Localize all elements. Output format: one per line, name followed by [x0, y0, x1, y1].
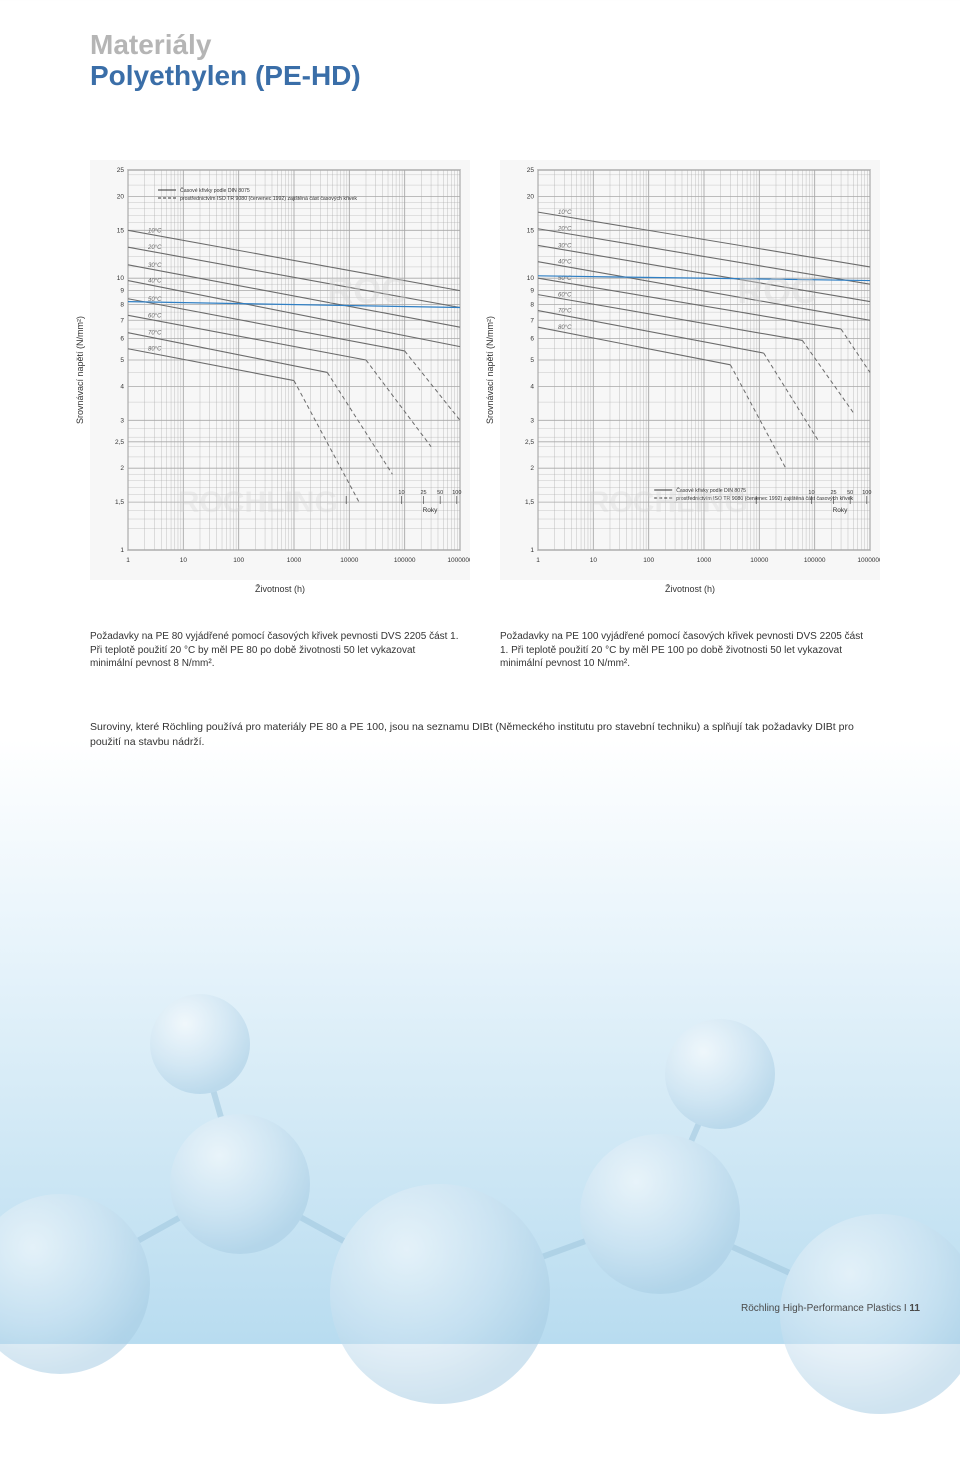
- svg-text:60°C: 60°C: [558, 293, 572, 299]
- svg-text:100: 100: [862, 490, 871, 496]
- svg-text:30°C: 30°C: [558, 243, 572, 249]
- svg-text:60°C: 60°C: [148, 313, 162, 319]
- svg-text:10°C: 10°C: [558, 210, 572, 216]
- svg-text:Roky: Roky: [423, 507, 439, 514]
- svg-text:10: 10: [180, 557, 188, 564]
- svg-text:50: 50: [437, 490, 443, 496]
- svg-text:ROCHLING: ROCHLING: [178, 486, 338, 519]
- svg-text:10: 10: [590, 557, 598, 564]
- svg-text:10: 10: [398, 490, 404, 496]
- charts-row: Srovnávací napětí (N/mm²) 1 10 100 1000 1000…: [90, 160, 880, 671]
- svg-text:4: 4: [530, 383, 534, 390]
- svg-text:10000: 10000: [750, 557, 768, 564]
- page-title-2: Polyethylen (PE-HD): [90, 61, 361, 92]
- svg-text:1,5: 1,5: [525, 499, 534, 506]
- svg-text:1000000: 1000000: [857, 557, 880, 564]
- svg-text:40°C: 40°C: [148, 279, 162, 285]
- footer-page: 11: [909, 1303, 920, 1314]
- svg-text:8: 8: [120, 302, 124, 309]
- svg-text:4: 4: [120, 383, 124, 390]
- svg-text:7: 7: [120, 317, 124, 324]
- svg-text:20°C: 20°C: [557, 227, 572, 233]
- chart-left-ylabel: Srovnávací napětí (N/mm²): [75, 316, 85, 424]
- svg-text:20°C: 20°C: [147, 245, 162, 251]
- page-header: Materiály Polyethylen (PE-HD): [90, 30, 361, 92]
- svg-text:40°C: 40°C: [558, 260, 572, 266]
- chart-left: Srovnávací napětí (N/mm²) 11010010001000…: [90, 160, 470, 580]
- svg-text:3: 3: [530, 417, 534, 424]
- svg-text:70°C: 70°C: [558, 309, 572, 315]
- svg-text:6: 6: [120, 335, 124, 342]
- chart-right-xlabel: Životnost (h): [500, 584, 880, 594]
- svg-text:100: 100: [452, 490, 461, 496]
- svg-text:1,5: 1,5: [115, 499, 124, 506]
- svg-text:25: 25: [527, 167, 535, 174]
- svg-text:10: 10: [117, 275, 125, 282]
- svg-text:20: 20: [117, 193, 125, 200]
- svg-text:ROC: ROC: [327, 270, 407, 311]
- svg-text:15: 15: [117, 227, 125, 234]
- svg-text:1000: 1000: [697, 557, 712, 564]
- svg-text:Roky: Roky: [833, 507, 849, 514]
- svg-text:1: 1: [120, 547, 124, 554]
- svg-text:1: 1: [530, 547, 534, 554]
- chart-right: Srovnávací napětí (N/mm²) 11010010001000…: [500, 160, 880, 580]
- svg-text:100000: 100000: [804, 557, 826, 564]
- svg-text:15: 15: [527, 227, 535, 234]
- caption-right: Požadavky na PE 100 vyjádřené pomocí čas…: [500, 630, 870, 671]
- svg-text:30°C: 30°C: [148, 263, 162, 269]
- svg-text:Časové křivky podle DIN 8075: Časové křivky podle DIN 8075: [180, 187, 250, 194]
- svg-text:7: 7: [530, 317, 534, 324]
- svg-text:2: 2: [120, 465, 124, 472]
- caption-left: Požadavky na PE 80 vyjádřené pomocí časo…: [90, 630, 460, 671]
- svg-text:8: 8: [530, 302, 534, 309]
- svg-text:50°C: 50°C: [558, 276, 572, 282]
- svg-text:25: 25: [420, 490, 426, 496]
- svg-text:80°C: 80°C: [558, 325, 572, 331]
- svg-text:5: 5: [120, 357, 124, 364]
- svg-text:1000: 1000: [287, 557, 302, 564]
- svg-text:1: 1: [126, 557, 130, 564]
- svg-text:2: 2: [530, 465, 534, 472]
- page-title-1: Materiály: [90, 30, 361, 61]
- svg-text:100: 100: [233, 557, 244, 564]
- svg-text:100: 100: [643, 557, 654, 564]
- footer-text: Röchling High-Performance Plastics I: [741, 1303, 907, 1314]
- decorative-molecules: [0, 864, 960, 1464]
- svg-text:ROCHLING: ROCHLING: [588, 486, 748, 519]
- chart-right-ylabel: Srovnávací napětí (N/mm²): [485, 316, 495, 424]
- svg-text:9: 9: [120, 288, 124, 295]
- chart-right-block: Srovnávací napětí (N/mm²) 11010010001000…: [500, 160, 880, 671]
- chart-left-block: Srovnávací napětí (N/mm²) 11010010001000…: [90, 160, 470, 671]
- chart-left-xlabel: Životnost (h): [90, 584, 470, 594]
- svg-text:100000: 100000: [394, 557, 416, 564]
- svg-text:10000: 10000: [340, 557, 358, 564]
- svg-text:70°C: 70°C: [148, 331, 162, 337]
- svg-text:1000000: 1000000: [447, 557, 470, 564]
- svg-text:20: 20: [527, 193, 535, 200]
- svg-text:2,5: 2,5: [525, 439, 534, 446]
- svg-text:5: 5: [530, 357, 534, 364]
- svg-text:9: 9: [530, 288, 534, 295]
- svg-text:prostřednictvím ISO TR 9080 (č: prostřednictvím ISO TR 9080 (červenec 19…: [180, 196, 357, 202]
- page-footer: Röchling High-Performance Plastics I 11: [741, 1303, 920, 1314]
- svg-text:6: 6: [530, 335, 534, 342]
- svg-text:10°C: 10°C: [148, 228, 162, 234]
- svg-text:1: 1: [536, 557, 540, 564]
- body-paragraph: Suroviny, které Röchling používá pro mat…: [90, 720, 870, 749]
- svg-text:80°C: 80°C: [148, 347, 162, 353]
- svg-text:ROC: ROC: [737, 270, 817, 311]
- svg-text:3: 3: [120, 417, 124, 424]
- svg-text:2,5: 2,5: [115, 439, 124, 446]
- svg-text:10: 10: [527, 275, 535, 282]
- svg-text:25: 25: [117, 167, 125, 174]
